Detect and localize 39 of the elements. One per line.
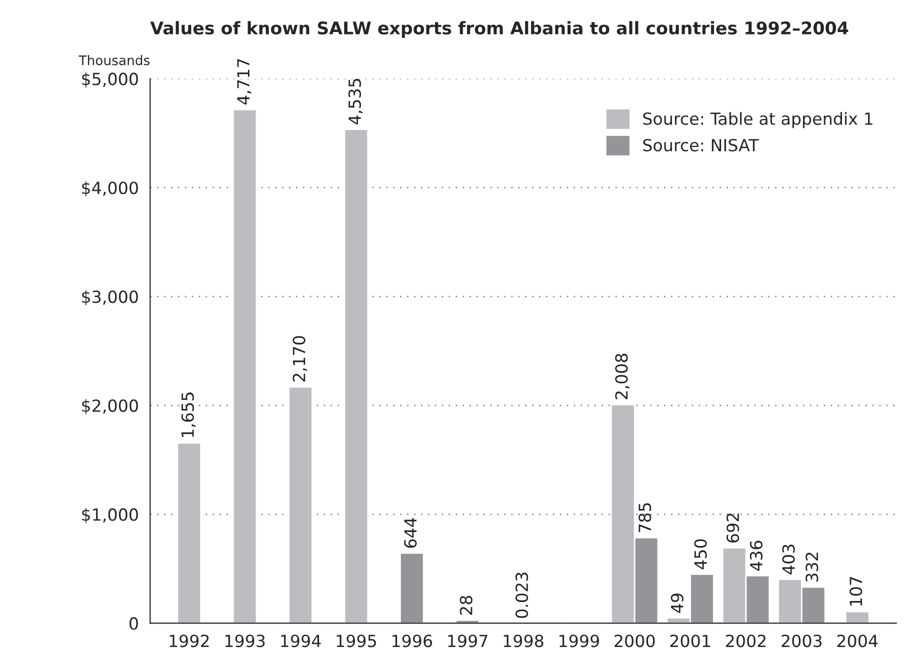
y-axis-title: Thousands	[78, 55, 150, 66]
y-tick-label: $5,000	[82, 72, 138, 88]
x-tick-label: 2004	[837, 634, 878, 648]
x-tick-label: 1993	[225, 634, 265, 648]
legend-label: Source: NISAT	[643, 138, 759, 152]
data-label: 403	[782, 544, 795, 574]
x-tick-label: 1992	[170, 634, 209, 648]
legend-label: Source: Table at appendix 1	[643, 112, 872, 128]
data-label: 0.023	[515, 572, 528, 618]
x-tick-label: 2003	[782, 634, 822, 648]
x-tick-label: 1996	[392, 634, 432, 648]
x-tick-label: 1998	[504, 634, 544, 648]
data-label: 450	[694, 539, 707, 570]
data-label: 436	[750, 540, 763, 571]
y-tick-label: $1,000	[82, 508, 138, 524]
x-tick-label: 2002	[726, 634, 766, 648]
x-tick-label: 1999	[560, 634, 599, 648]
data-label: 785	[638, 503, 652, 532]
y-tick-label: 0	[130, 617, 138, 630]
data-label: 107	[850, 576, 862, 606]
x-tick-label: 1995	[336, 634, 376, 648]
data-label: 4,535	[348, 78, 363, 124]
x-tick-label: 2001	[670, 634, 710, 648]
data-label: 1,655	[181, 392, 196, 437]
y-tick-label: $4,000	[82, 181, 138, 196]
chart-title: Values of known SALW exports from Albania to all countries 1992–2004	[150, 21, 848, 38]
y-tick-label: $3,000	[82, 290, 138, 306]
data-label: 2,170	[292, 336, 308, 382]
x-tick-label: 1997	[448, 634, 488, 648]
data-label: 2,008	[615, 354, 630, 400]
data-label: 692	[726, 514, 740, 543]
data-label: 28	[460, 596, 472, 615]
data-label: 644	[404, 518, 417, 548]
y-tick-label: $2,000	[82, 399, 138, 414]
data-label: 332	[806, 552, 818, 582]
x-tick-label: 1994	[281, 634, 321, 648]
data-label: 4,717	[237, 59, 252, 105]
data-label: 49	[670, 594, 684, 613]
x-tick-label: 2000	[614, 634, 655, 648]
